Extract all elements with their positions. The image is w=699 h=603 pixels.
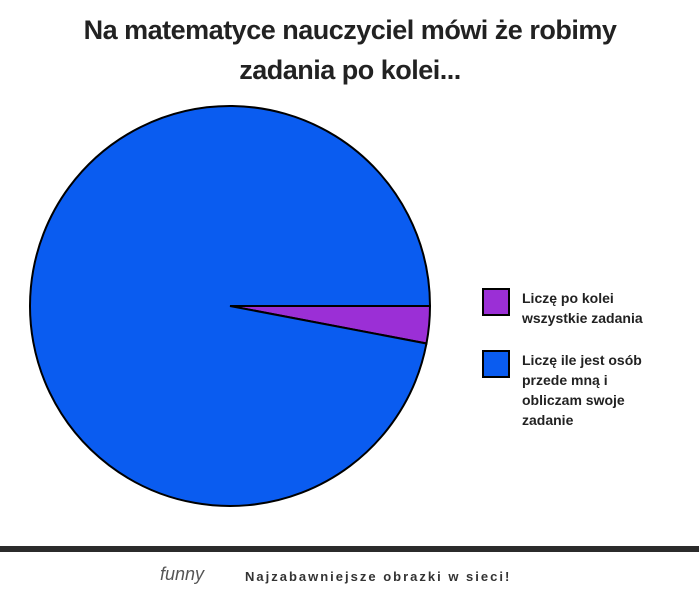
legend-swatch	[482, 350, 510, 378]
tagline: Najzabawniejsze obrazki w sieci!	[245, 569, 512, 584]
legend-label: Liczę po kolei wszystkie zadania	[522, 290, 643, 326]
legend-label: Liczę ile jest osób przede mną i oblicza…	[522, 352, 642, 428]
logo: funny	[160, 564, 205, 584]
legend-swatch	[482, 288, 510, 316]
chart-title: Na matematyce nauczyciel mówi że robimy …	[83, 15, 617, 85]
legend-entry: Liczę ile jest osób przede mną i oblicza…	[482, 350, 662, 430]
footer: funny Najzabawniejsze obrazki w sieci!	[0, 546, 699, 603]
chart	[29, 105, 432, 507]
pie-slice	[29, 105, 432, 507]
legend-entry: Liczę po kolei wszystkie zadania	[482, 288, 662, 328]
